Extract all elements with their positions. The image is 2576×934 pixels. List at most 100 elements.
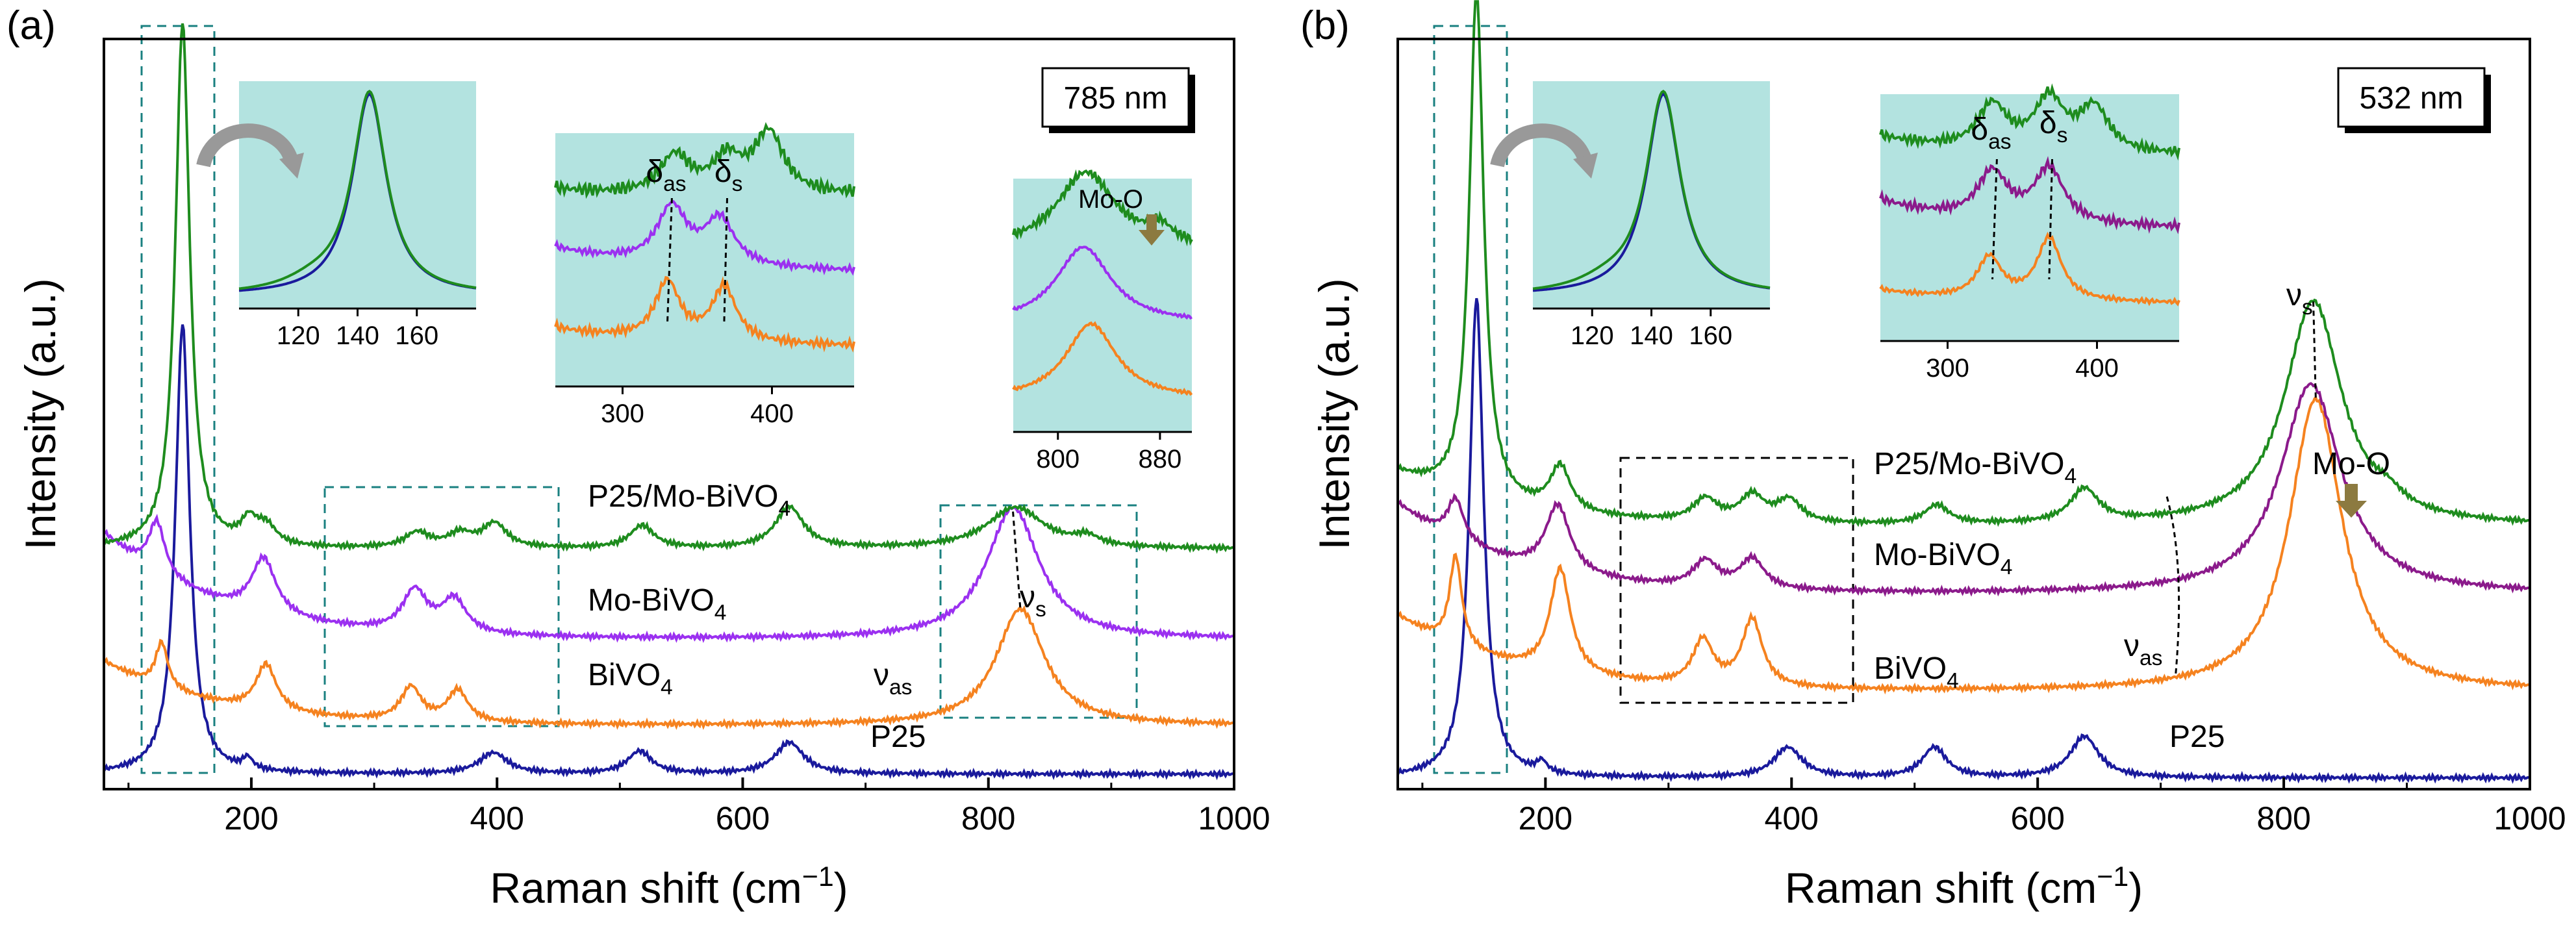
- inset-curve-BiVO4: [1879, 231, 2180, 307]
- delta-s-label: δs: [2039, 106, 2068, 147]
- y-axis-label: Intensity (a.u.): [1310, 278, 1358, 549]
- nu-as-guide: [2166, 496, 2180, 677]
- x-axis-label-end: ): [834, 864, 848, 912]
- series-line-BiVO4: [103, 605, 1235, 730]
- series-label-Mo-BiVO4: Mo-BiVO4: [1874, 538, 2012, 579]
- series-line-P25: [103, 324, 1235, 781]
- series-label-Mo-BiVO4-base: Mo-BiVO: [1874, 538, 2001, 572]
- inset-x-tick-label: 300: [601, 399, 644, 428]
- series-label-P25/Mo-BiVO4-sub: 4: [778, 497, 790, 521]
- highlight-box-140: [1433, 25, 1508, 774]
- delta-s-label-sub: s: [732, 172, 743, 196]
- wavelength-label: 785 nm: [1063, 81, 1167, 116]
- wavelength-label: 532 nm: [2359, 81, 2463, 116]
- inset-background: [239, 81, 476, 309]
- nu-s-guide: [2312, 301, 2317, 399]
- x-tick-label: 600: [716, 800, 770, 837]
- delta-as-label-sub: as: [1988, 130, 2011, 154]
- x-tick-label: 800: [2256, 800, 2310, 837]
- delta-as-guide: [1991, 158, 1998, 280]
- series-label-P25: P25: [2169, 720, 2225, 754]
- series-label-P25/Mo-BiVO4-base: P25/Mo-BiVO: [588, 479, 778, 514]
- series-line-Mo-BiVO4: [103, 506, 1235, 643]
- inset-140: 120 140 160: [1490, 81, 1771, 350]
- series-line-P25/Mo-BiVO4: [103, 23, 1235, 554]
- x-axis-label: Raman shift (cm−1): [490, 861, 848, 912]
- series-label-BiVO4-base: BiVO: [588, 658, 661, 692]
- inset-curve-P25/Mo-BiVO4: [1012, 169, 1193, 247]
- x-tick-label: 200: [1519, 800, 1572, 837]
- delta-s-label: δs: [714, 155, 743, 196]
- wavelength-box: [1041, 67, 1190, 128]
- delta-as-label: δas: [1971, 112, 2011, 154]
- series-line-BiVO4: [1396, 396, 2531, 695]
- nu-s-guide: [1012, 511, 1022, 609]
- inset-curve: [238, 90, 477, 290]
- y-axis-label: Intensity (a.u.): [16, 278, 64, 549]
- nu-as-label-base: ν: [874, 658, 889, 692]
- inset-background: [1880, 94, 2179, 341]
- inset-x-tick-label: 400: [750, 399, 794, 428]
- inset-curve-P25/Mo-BiVO4: [554, 121, 855, 199]
- series-label-Mo-BiVO4-base: Mo-BiVO: [588, 583, 714, 618]
- delta-as-label-sub: as: [663, 172, 686, 196]
- series-label-Mo-BiVO4-sub: 4: [714, 601, 727, 625]
- x-tick-label: 1000: [1198, 800, 1270, 837]
- nu-s-label: νs: [2286, 278, 2313, 320]
- delta-s-guide: [2048, 158, 2053, 280]
- nu-s-label-base: ν: [2286, 278, 2302, 312]
- mo-o-label: Mo-O: [1078, 185, 1143, 214]
- mo-o-label-main: Mo-O: [2312, 447, 2390, 481]
- inset-vs: 800 880 Mo-O: [1012, 169, 1193, 473]
- inset-x-tick-label: 800: [1036, 445, 1080, 473]
- delta-s-label-sub: s: [2057, 123, 2068, 147]
- inset-curve-BiVO4: [554, 275, 855, 353]
- nu-s-label-base: ν: [1020, 580, 1035, 614]
- series-label-BiVO4: BiVO4: [1874, 651, 1959, 693]
- inset-x-tick-label: 160: [395, 322, 438, 350]
- series-label-BiVO4-sub: 4: [661, 675, 673, 700]
- series-label-P25/Mo-BiVO4-base: P25/Mo-BiVO: [1874, 447, 2064, 481]
- series-label-Mo-BiVO4-sub: 4: [2001, 555, 2013, 579]
- x-axis-label-sup: −1: [802, 861, 834, 892]
- nu-as-label: νas: [2124, 629, 2162, 670]
- x-tick-label: 200: [224, 800, 278, 837]
- highlight-box-140: [140, 25, 216, 774]
- nu-s-label-sub: s: [1035, 598, 1046, 622]
- series-label-P25: P25: [870, 720, 926, 754]
- nu-as-label-sub: as: [889, 675, 912, 700]
- highlight-box-vs: [939, 504, 1138, 719]
- series-label-BiVO4: BiVO4: [588, 658, 673, 700]
- series-line-P25: [1396, 297, 2531, 784]
- mo-o-arrow-icon: [1139, 214, 1165, 246]
- x-tick-label: 400: [1765, 800, 1819, 837]
- nu-s-label: νs: [1020, 580, 1046, 622]
- series-label-P25/Mo-BiVO4: P25/Mo-BiVO4: [1874, 447, 2077, 488]
- delta-as-label: δas: [646, 155, 686, 196]
- nu-s-label-sub: s: [2302, 296, 2313, 320]
- inset-x-tick-label: 300: [1926, 354, 1969, 383]
- delta-s-label-base: δ: [714, 155, 732, 189]
- x-axis-label-sup: −1: [2097, 861, 2128, 892]
- curved-arrow-icon: [1490, 123, 1592, 168]
- inset-background: [1533, 81, 1770, 309]
- delta-s-guide: [723, 197, 728, 323]
- x-axis-label-main: Raman shift (cm: [1785, 864, 2097, 912]
- inset-curve-BiVO4: [1012, 321, 1193, 396]
- inset-x-tick-label: 400: [2075, 354, 2119, 383]
- plot-frame: [1396, 38, 2531, 790]
- series-label-P25/Mo-BiVO4: P25/Mo-BiVO4: [588, 479, 790, 521]
- inset-curve-Mo-BiVO4: [1879, 156, 2180, 234]
- x-tick-label: 800: [961, 800, 1015, 837]
- x-axis-label-end: ): [2128, 864, 2143, 912]
- x-tick-label: 600: [2010, 800, 2064, 837]
- nu-as-label-base: ν: [2124, 629, 2140, 663]
- series-label-Mo-BiVO4: Mo-BiVO4: [588, 583, 726, 625]
- nu-as-label-sub: as: [2140, 646, 2162, 670]
- inset-140: 120 140 160: [196, 81, 477, 350]
- curved-arrow-icon: [196, 123, 298, 168]
- highlight-box-bend: [323, 486, 560, 727]
